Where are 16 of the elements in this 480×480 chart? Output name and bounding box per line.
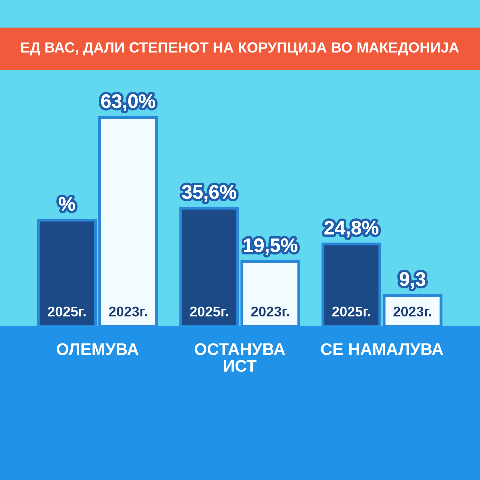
data-label: %	[59, 197, 76, 211]
series-label: 2023г.	[394, 306, 432, 317]
text: 2023г.	[109, 306, 147, 317]
x-tick-label: ОСТАНУВА ИСТ	[194, 344, 286, 372]
x-tick-label: СЕ НАМАЛУВА	[321, 344, 444, 356]
chart-title: ЕД ВАС, ДАЛИ СТЕПЕНОТ НА КОРУПЦИЈА ВО МАКЕДОНИЈА	[21, 42, 460, 56]
text: 2025г.	[332, 306, 370, 317]
data-label: 9,3	[400, 272, 426, 290]
series-label: 2025г.	[48, 306, 86, 317]
data-label: 19,5%	[244, 238, 298, 256]
data-label: 24,8%	[324, 221, 379, 238]
data-label: 63,0%	[102, 94, 156, 112]
x-tick-label: ОЛЕМУВА	[57, 344, 139, 356]
text: 2023г.	[251, 306, 290, 317]
data-label: 35,6%	[182, 185, 236, 202]
text: 2025г.	[190, 306, 228, 317]
